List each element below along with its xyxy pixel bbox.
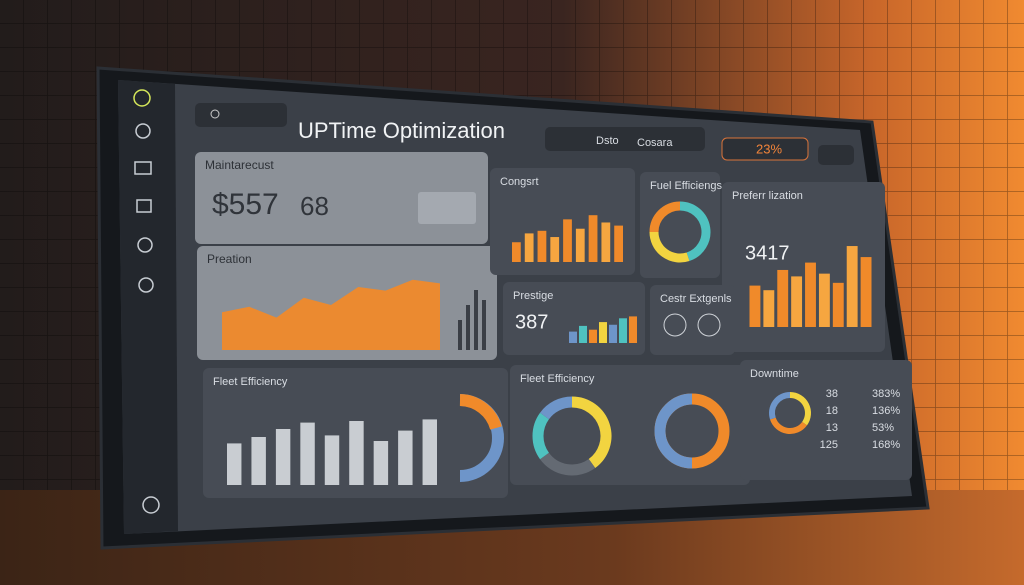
panel-title: Prestige	[513, 290, 553, 302]
panel	[195, 152, 488, 244]
bar	[614, 225, 623, 262]
bar	[300, 422, 315, 485]
bar	[599, 322, 607, 343]
badge-text: 23%	[756, 141, 782, 156]
user-menu[interactable]	[818, 145, 854, 165]
bar	[846, 246, 858, 327]
row-label: 18	[826, 405, 838, 417]
partial-donut	[459, 394, 502, 430]
row-label: 125	[820, 439, 838, 451]
bar	[275, 429, 291, 485]
bar	[422, 419, 437, 485]
bar	[832, 282, 844, 327]
bar	[373, 441, 389, 485]
bar	[227, 443, 242, 485]
row-value: 168%	[872, 439, 900, 451]
row-label: 38	[826, 388, 838, 400]
decor-bar	[482, 300, 486, 350]
bar	[777, 269, 789, 327]
decor-bar	[458, 320, 462, 350]
bar	[563, 219, 572, 262]
sparkline-box	[418, 192, 476, 224]
decor-bar	[466, 305, 470, 350]
panel-title: Preation	[207, 252, 252, 266]
bar	[791, 276, 803, 327]
bar	[589, 329, 597, 343]
bar	[609, 324, 617, 343]
clock-icon	[663, 313, 687, 337]
search-box[interactable]	[195, 103, 287, 127]
bar	[805, 262, 816, 327]
donut-segment	[540, 452, 596, 476]
bar	[324, 435, 340, 485]
panel	[722, 182, 885, 352]
bar	[398, 430, 413, 485]
donut-segment	[571, 396, 612, 468]
panel-title: Fleet Efficiency	[213, 376, 288, 388]
panel-title: Preferr lization	[732, 190, 803, 202]
panel-title: Fuel Efficiengs	[650, 180, 722, 192]
panel-title: Congsrt	[500, 176, 539, 188]
nav-icon[interactable]	[138, 277, 154, 293]
panel-title: Maintarecust	[205, 158, 274, 172]
donut-segment	[649, 231, 690, 263]
kpi-value: 387	[515, 311, 548, 333]
bar	[629, 316, 637, 343]
bar	[601, 222, 611, 262]
bar	[349, 421, 364, 485]
clock-icon	[697, 313, 721, 337]
panel-title: Cestr Extgenls	[660, 293, 732, 305]
nav-icon[interactable]	[135, 123, 151, 139]
donut-segment	[649, 201, 681, 233]
donut-segment	[769, 392, 791, 420]
bar	[579, 325, 587, 343]
donut-segment	[532, 412, 550, 460]
bar	[569, 331, 577, 343]
tab[interactable]: Cosara	[637, 137, 673, 149]
donut-segment	[770, 417, 807, 434]
bar	[550, 237, 560, 262]
alert-badge[interactable]	[721, 137, 809, 161]
bar	[575, 228, 585, 262]
bar	[588, 215, 598, 262]
panel	[740, 360, 912, 480]
nav-icon[interactable]	[133, 89, 151, 107]
bar	[251, 437, 266, 485]
bar	[763, 290, 775, 327]
bar	[512, 242, 521, 262]
row-label: 13	[826, 422, 838, 434]
panel-title: Downtime	[750, 368, 799, 380]
donut-arc	[654, 393, 693, 469]
decor-bar	[474, 290, 478, 350]
row-value: 383%	[872, 388, 900, 400]
app-title: UPTime Optimization	[298, 118, 505, 143]
kpi-value: 3417	[745, 242, 790, 264]
nav-icon[interactable]	[142, 496, 160, 514]
donut-segment	[540, 396, 573, 420]
kpi-value: 68	[300, 191, 329, 221]
area	[222, 279, 440, 350]
row-value: 53%	[872, 422, 894, 434]
nav-icon[interactable]	[136, 199, 152, 213]
nav-icon[interactable]	[137, 237, 153, 253]
bar	[537, 230, 547, 262]
bar	[749, 285, 761, 327]
kpi-value: $557	[212, 188, 279, 221]
search-icon	[210, 109, 220, 119]
row-value: 136%	[872, 405, 900, 417]
panel	[650, 285, 735, 355]
bar	[524, 233, 534, 262]
bar	[818, 273, 830, 327]
donut-segment	[789, 392, 811, 426]
bar	[860, 257, 872, 327]
donut-segment	[679, 201, 711, 262]
bar	[619, 318, 627, 343]
sidebar	[118, 80, 178, 534]
tab[interactable]: Dsto	[596, 135, 619, 147]
panel-title: Fleet Efficiency	[520, 373, 595, 385]
tab-bar	[545, 127, 705, 151]
nav-icon[interactable]	[134, 161, 152, 175]
